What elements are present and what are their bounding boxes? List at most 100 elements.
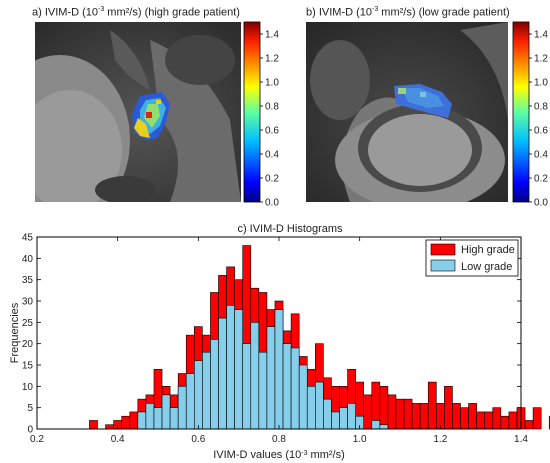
legend-swatch-low-grade — [430, 259, 456, 272]
bar-high-grade — [427, 381, 437, 430]
colorbar-tick-label: 0.0 — [265, 198, 279, 209]
y-tick-label: 40 — [22, 254, 34, 265]
bar-high-grade — [468, 403, 477, 430]
bar-high-grade — [363, 394, 373, 430]
legend-label-low-grade: Low grade — [461, 261, 512, 273]
bar-high-grade — [492, 407, 502, 430]
bar-high-grade — [524, 420, 534, 430]
bar-high-grade — [484, 411, 494, 430]
bar-high-grade — [105, 424, 114, 430]
bar-low-grade — [323, 398, 332, 430]
bar-low-grade — [306, 386, 316, 430]
y-tick-label: 5 — [27, 403, 33, 414]
mri-image-low-grade — [306, 22, 508, 202]
colorbar-tick-label: 0.2 — [534, 174, 548, 185]
legend-swatch-high-grade — [430, 243, 456, 256]
y-axis: 0 5 10 15 20 25 30 35 40 45 — [22, 233, 521, 436]
colorbar-gradient — [512, 21, 530, 203]
x-tick-label: 0.4 — [111, 434, 125, 445]
bar-high-grade — [379, 386, 389, 430]
colorbar-tick-label: 0.4 — [265, 150, 279, 161]
bar-high-grade — [460, 407, 469, 430]
y-tick-label: 0 — [27, 425, 33, 436]
bar-high-grade — [452, 403, 461, 430]
bar-low-grade — [169, 407, 179, 430]
bar-low-grade — [258, 351, 268, 430]
histogram-plot: 0.2 0.4 0.6 0.8 1.0 1.2 1.4 0 5 10 15 20 25 30 35 40 45 — [22, 233, 550, 445]
x-tick-label: 1.2 — [433, 434, 447, 445]
bar-high-grade — [411, 403, 421, 430]
x-tick-label: 0.6 — [191, 434, 205, 445]
bar-low-grade — [226, 304, 235, 430]
bar-high-grade — [476, 411, 485, 430]
bar-high-grade — [532, 407, 542, 430]
colorbar-tick-label: 0.2 — [265, 174, 279, 185]
bar-high-grade — [444, 386, 453, 430]
bar-low-grade — [153, 407, 163, 430]
series-low-grade — [137, 304, 389, 430]
tumor-overlay-low-grade — [394, 84, 452, 118]
legend: High grade Low grade — [425, 239, 519, 277]
bar-low-grade — [185, 373, 195, 430]
panel-a-title: a) IVIM-D (10-3 mm²/s) (high grade patie… — [32, 6, 240, 19]
bar-high-grade — [403, 398, 413, 430]
colorbar-tick-label: 1.4 — [265, 30, 279, 41]
bar-high-grade — [387, 394, 397, 430]
x-tick-label: 1.4 — [514, 434, 528, 445]
bar-low-grade — [161, 394, 171, 430]
bar-high-grade — [419, 403, 429, 430]
bar-low-grade — [266, 326, 276, 430]
bar-low-grade — [210, 339, 219, 430]
bar-low-grade — [218, 317, 227, 430]
colorbar-tick-label: 0.0 — [534, 198, 548, 209]
bar-low-grade — [347, 403, 356, 430]
y-tick-label: 20 — [22, 339, 34, 350]
colorbar-tick-label: 0.6 — [265, 126, 279, 137]
colorbar-tick-label: 0.8 — [265, 102, 279, 113]
bar-high-grade — [395, 398, 405, 430]
x-axis-label: IVIM-D values (10-3 mm²/s) — [213, 449, 345, 461]
bar-high-grade — [121, 415, 131, 430]
colorbar-tick-label: 0.6 — [534, 126, 548, 137]
y-tick-label: 30 — [22, 297, 34, 308]
bar-low-grade — [177, 386, 187, 430]
colorbar-tick-label: 0.4 — [534, 150, 548, 161]
y-tick-label: 15 — [22, 361, 34, 372]
bar-low-grade — [242, 343, 252, 430]
y-tick-label: 45 — [22, 233, 34, 244]
mri-image-high-grade — [35, 22, 241, 202]
legend-label-high-grade: High grade — [461, 244, 515, 256]
bar-low-grade — [379, 424, 389, 430]
bar-high-grade — [508, 411, 518, 430]
bar-low-grade — [339, 407, 348, 430]
bar-low-grade — [290, 347, 300, 430]
bar-low-grade — [202, 351, 211, 430]
bar-low-grade — [250, 322, 260, 430]
colorbar-tick-label: 1.2 — [534, 54, 548, 65]
tumor-overlay-high-grade — [132, 92, 170, 140]
bar-low-grade — [314, 381, 324, 430]
colorbar-gradient — [243, 21, 261, 203]
colorbar-b: 0.0 0.2 0.4 0.6 0.8 1.0 1.2 1.4 — [512, 21, 548, 209]
x-tick-label: 0.2 — [30, 434, 44, 445]
bar-low-grade — [331, 411, 340, 430]
y-tick-label: 10 — [22, 382, 34, 393]
panel-b-title: b) IVIM-D (10-3 mm²/s) (low grade patien… — [306, 6, 510, 19]
bar-low-grade — [145, 403, 155, 430]
colorbar-tick-label: 1.0 — [534, 78, 548, 89]
bar-low-grade — [234, 309, 243, 430]
y-tick-label: 25 — [22, 318, 34, 329]
colorbar-tick-label: 1.4 — [534, 30, 548, 41]
x-tick-label: 1.0 — [353, 434, 367, 445]
x-axis: 0.2 0.4 0.6 0.8 1.0 1.2 1.4 — [30, 237, 528, 445]
bar-high-grade — [500, 415, 510, 430]
colorbar-tick-label: 0.8 — [534, 102, 548, 113]
y-axis-label: Frequencies — [9, 302, 21, 363]
bar-low-grade — [282, 343, 292, 430]
y-tick-label: 35 — [22, 275, 34, 286]
bar-low-grade — [371, 420, 381, 430]
histogram-title: c) IVIM-D Histograms — [237, 223, 343, 235]
bar-low-grade — [194, 360, 203, 430]
bar-low-grade — [274, 309, 284, 430]
